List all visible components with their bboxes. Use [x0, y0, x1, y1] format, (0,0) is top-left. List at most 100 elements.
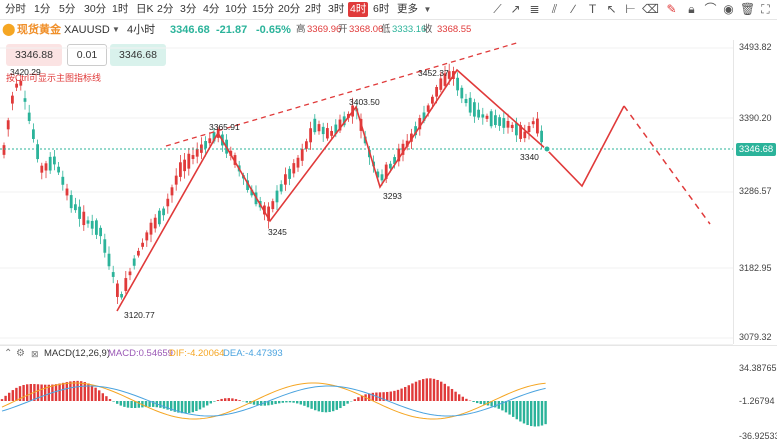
tf-2h[interactable]: 2时	[305, 3, 322, 15]
candle-body	[279, 184, 283, 192]
tf-10min[interactable]: 10分	[225, 3, 248, 15]
chevron-down-icon[interactable]: ▼	[423, 5, 432, 14]
bid-price-box[interactable]: 3346.88	[6, 44, 62, 66]
candle-body	[485, 115, 489, 119]
current-price-marker	[543, 145, 551, 153]
tf-more[interactable]: 更多	[397, 3, 418, 15]
tf-5min[interactable]: 5分	[59, 3, 76, 15]
macd-header: ⌃ ⚙ ⊠ MACD(12,26,9) MACD:0.54659 DIF:-4.…	[0, 345, 777, 362]
macd-bar	[346, 401, 349, 404]
trendline-tool-icon[interactable]: ⟋	[493, 2, 502, 16]
text-tool-icon[interactable]: T	[588, 2, 597, 16]
candle-body	[233, 155, 237, 165]
candle-body	[376, 171, 380, 178]
candle-body	[65, 188, 69, 196]
ray-tool-icon[interactable]: ↗	[510, 2, 521, 16]
lock-icon[interactable]: 🔒︎	[688, 2, 695, 16]
macd-collapse-icon[interactable]: ⌃	[4, 348, 13, 359]
macd-bar	[310, 401, 313, 409]
tf-20min[interactable]: 20分	[278, 3, 301, 15]
macd-bar	[432, 378, 436, 401]
macd-bar	[116, 401, 119, 404]
macd-bar	[436, 379, 439, 401]
symbol-name[interactable]: 现货黄金	[17, 24, 61, 36]
macd-bar	[519, 401, 522, 422]
macd-bar	[22, 384, 25, 401]
candle-body	[153, 217, 157, 229]
magnet-icon[interactable]: ⌒	[704, 2, 717, 16]
candle-body	[477, 109, 480, 118]
tf-2min[interactable]: 2分	[157, 3, 174, 15]
tf-fenshi[interactable]: 分时	[5, 3, 26, 15]
tf-4h[interactable]: 4时	[348, 2, 369, 17]
price-axis[interactable]	[733, 40, 777, 344]
arrow-tool-icon[interactable]: ↖	[606, 2, 617, 16]
tf-1min[interactable]: 1分	[34, 3, 51, 15]
candle-body	[506, 121, 510, 128]
candle-body	[191, 155, 195, 159]
symbol-dropdown-icon[interactable]: ▼	[112, 25, 120, 34]
channel-tool-icon[interactable]: ⫽	[551, 2, 558, 16]
macd-bar	[134, 401, 137, 408]
tf-15min[interactable]: 15分	[252, 3, 275, 15]
projection-line	[623, 105, 711, 225]
macd-settings-icon[interactable]: ⚙	[16, 348, 25, 359]
tf-3h[interactable]: 3时	[328, 3, 345, 15]
macd-bar	[267, 401, 270, 406]
price-annotation: 3245	[268, 227, 287, 237]
macd-bar	[479, 401, 482, 404]
line-tool-icon[interactable]: ∕	[572, 2, 575, 16]
candle-body	[19, 80, 23, 86]
candle-body	[464, 98, 468, 104]
macd-bar	[170, 401, 173, 411]
macd-bar	[292, 401, 295, 403]
tf-3min[interactable]: 3分	[180, 3, 197, 15]
fullscreen-icon[interactable]: ⛶	[761, 2, 770, 16]
macd-bar	[256, 401, 259, 406]
macd-bar	[191, 401, 194, 413]
trash-icon[interactable]: 🗑︎	[740, 2, 756, 16]
candle-body	[69, 195, 73, 209]
tf-daily[interactable]: 日K	[136, 3, 154, 15]
candle-body	[158, 210, 161, 225]
ask-price-box[interactable]: 3346.68	[110, 44, 166, 66]
macd-bar	[137, 401, 140, 408]
macd-bar	[447, 386, 450, 401]
macd-bar	[429, 378, 432, 401]
macd-bar	[101, 393, 104, 401]
ruler-tool-icon[interactable]: ⊢	[625, 2, 636, 16]
candle-body	[515, 123, 518, 136]
macd-bar	[80, 381, 83, 401]
candle-body	[447, 71, 451, 79]
tf-4min[interactable]: 4分	[203, 3, 220, 15]
candle-body	[78, 206, 81, 219]
macd-bar	[108, 399, 112, 401]
tf-1h[interactable]: 1时	[112, 3, 129, 15]
candle-body	[74, 204, 77, 211]
macd-bar	[252, 401, 256, 405]
delete-tool-icon[interactable]: ⌫	[642, 2, 659, 16]
price-annotation: 3420.29	[10, 67, 41, 77]
candle-body	[489, 111, 493, 127]
candle-body	[99, 227, 102, 237]
fib-tool-icon[interactable]: ≣	[529, 2, 540, 16]
eye-icon[interactable]: ◉	[723, 2, 734, 16]
candle-body	[426, 105, 430, 112]
symbol-code[interactable]: XAUUSD	[64, 24, 110, 36]
macd-checkbox-icon[interactable]: ⊠	[31, 349, 39, 359]
edit-icon[interactable]: ✎	[666, 2, 677, 16]
macd-bar	[83, 382, 86, 401]
macd-bar	[206, 401, 209, 406]
candle-body	[519, 125, 522, 139]
candle-body	[418, 118, 422, 130]
candle-body	[212, 132, 216, 142]
tf-6h[interactable]: 6时	[373, 3, 390, 15]
macd-bar	[371, 392, 374, 401]
symbol-infobar: ⬤ 现货黄金 XAUUSD ▼ 4小时 3346.68 -21.87 -0.65…	[0, 20, 777, 40]
candle-body	[187, 153, 191, 169]
y-tick: 3079.32	[739, 332, 772, 342]
quantity-input[interactable]: 0.01	[67, 44, 107, 66]
tf-30min[interactable]: 30分	[84, 3, 107, 15]
macd-bar	[44, 384, 47, 401]
